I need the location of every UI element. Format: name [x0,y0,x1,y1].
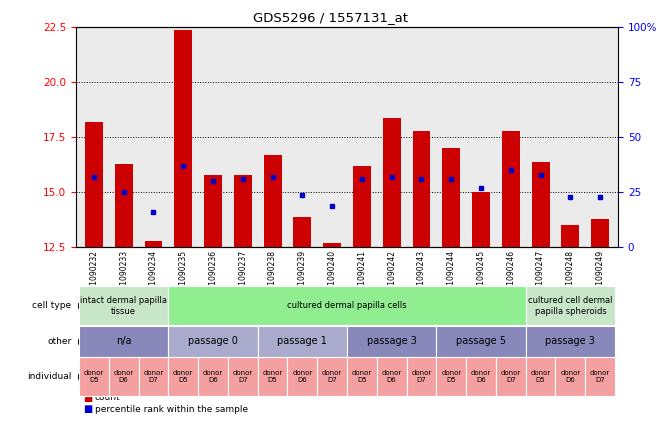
Bar [204,175,222,247]
Text: donor
D5: donor D5 [173,370,194,383]
Text: donor
D6: donor D6 [292,370,313,383]
Text: passage 3: passage 3 [367,336,416,346]
Text: cell type: cell type [32,301,71,310]
Text: donor
D6: donor D6 [203,370,223,383]
Bar [591,219,609,247]
Text: ■: ■ [83,393,92,403]
Bar [472,192,490,247]
Text: count: count [95,393,120,402]
Text: donor
D6: donor D6 [561,370,580,383]
Text: donor
D7: donor D7 [143,370,163,383]
Text: donor
D7: donor D7 [411,370,432,383]
Bar [234,175,252,247]
Bar [293,217,311,247]
Text: donor
D6: donor D6 [471,370,491,383]
Text: GDS5296 / 1557131_at: GDS5296 / 1557131_at [253,11,408,24]
Text: cultured cell dermal
papilla spheroids: cultured cell dermal papilla spheroids [528,296,613,316]
Text: donor
D5: donor D5 [441,370,461,383]
Bar [175,30,192,247]
Text: donor
D6: donor D6 [381,370,402,383]
Text: passage 5: passage 5 [456,336,506,346]
Text: donor
D7: donor D7 [590,370,610,383]
Bar [442,148,460,247]
Text: donor
D5: donor D5 [262,370,283,383]
Text: ▶: ▶ [78,301,84,310]
Text: other: other [47,337,71,346]
Text: percentile rank within the sample: percentile rank within the sample [95,405,248,414]
Text: n/a: n/a [116,336,132,346]
Text: individual: individual [27,372,71,381]
Text: donor
D5: donor D5 [531,370,551,383]
Bar [502,131,520,247]
Text: donor
D6: donor D6 [114,370,134,383]
Text: donor
D7: donor D7 [233,370,253,383]
Text: passage 0: passage 0 [188,336,238,346]
Bar [145,241,163,247]
Bar [85,122,103,247]
Bar [561,225,579,247]
Text: passage 1: passage 1 [278,336,327,346]
Bar [412,131,430,247]
Text: ▶: ▶ [78,337,84,346]
Text: cultured dermal papilla cells: cultured dermal papilla cells [288,301,407,310]
Text: ■: ■ [83,404,92,415]
Bar [353,166,371,247]
Bar [383,118,401,247]
Bar [531,162,549,247]
Text: donor
D5: donor D5 [84,370,104,383]
Bar [264,155,282,247]
Text: donor
D7: donor D7 [500,370,521,383]
Text: intact dermal papilla
tissue: intact dermal papilla tissue [80,296,167,316]
Text: passage 3: passage 3 [545,336,596,346]
Bar [323,243,341,247]
Bar [115,164,133,247]
Text: donor
D7: donor D7 [322,370,342,383]
Text: ▶: ▶ [78,372,84,381]
Text: donor
D5: donor D5 [352,370,372,383]
